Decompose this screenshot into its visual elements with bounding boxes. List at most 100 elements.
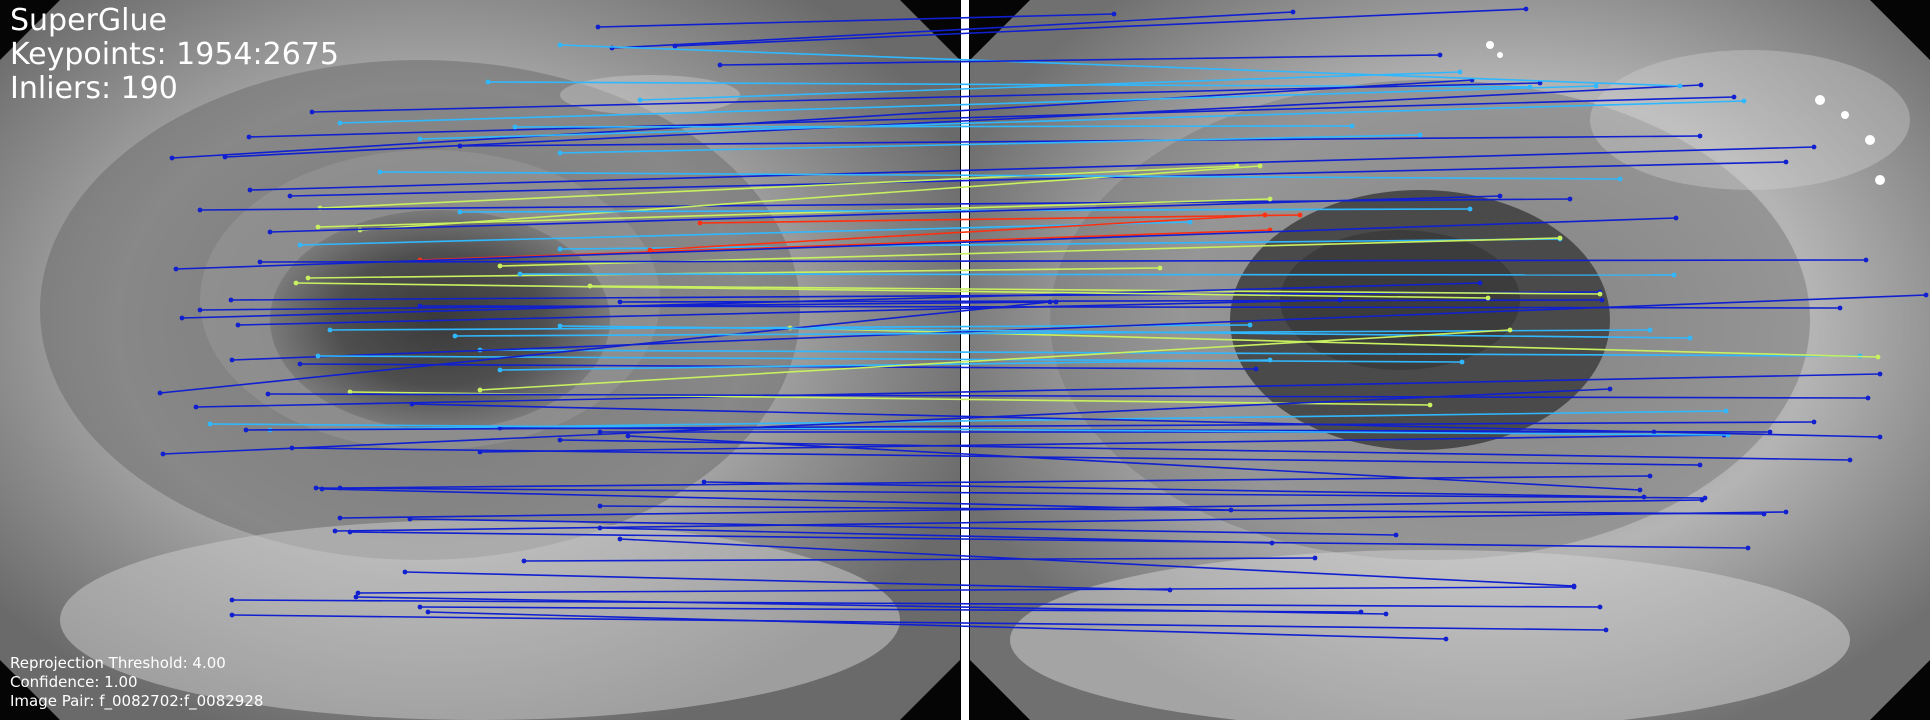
method-title: SuperGlue — [10, 3, 167, 38]
match-line — [409, 518, 1397, 536]
match-keypoint-right — [1267, 357, 1273, 363]
match-keypoint-right — [1783, 509, 1789, 515]
match-keypoint-right — [1647, 327, 1653, 333]
match-keypoint-left — [497, 263, 503, 269]
match-keypoint-right — [1507, 327, 1513, 333]
match-line — [519, 273, 1675, 276]
match-keypoint-left — [197, 307, 203, 313]
match-keypoint-left — [595, 24, 601, 30]
match-keypoint-right — [1641, 494, 1647, 500]
match-keypoint-left — [557, 42, 563, 48]
match-keypoint-left — [557, 150, 563, 156]
match-keypoint-left — [305, 275, 311, 281]
match-keypoint-left — [457, 143, 463, 149]
match-line — [224, 84, 1702, 158]
match-keypoint-left — [327, 327, 333, 333]
match-keypoint-right — [1741, 98, 1747, 104]
match-keypoint-right — [1269, 540, 1275, 546]
match-line — [699, 214, 1301, 224]
match-keypoint-right — [1312, 555, 1318, 561]
match-line — [404, 571, 1171, 591]
match-keypoint-left — [557, 323, 563, 329]
match-line — [181, 282, 1481, 319]
match-keypoint-right — [1427, 402, 1433, 408]
match-line — [231, 294, 1927, 361]
match-keypoint-right — [1607, 386, 1613, 392]
match-keypoint-right — [1875, 354, 1881, 360]
match-keypoint-right — [1383, 611, 1389, 617]
match-keypoint-left — [287, 193, 293, 199]
match-keypoint-left — [417, 303, 423, 309]
match-line — [597, 13, 1115, 28]
match-keypoint-left — [617, 299, 623, 305]
match-keypoint-right — [1671, 272, 1677, 278]
match-line — [175, 217, 1677, 270]
match-keypoint-left — [243, 427, 249, 433]
match-keypoint-left — [701, 479, 707, 485]
match-line — [162, 388, 1611, 455]
match-keypoint-left — [377, 169, 383, 175]
match-keypoint-left — [229, 357, 235, 363]
match-keypoint-right — [1677, 83, 1683, 89]
match-keypoint-left — [265, 391, 271, 397]
match-keypoint-left — [157, 390, 163, 396]
match-keypoint-right — [1617, 176, 1623, 182]
match-keypoint-left — [228, 297, 234, 303]
match-keypoint-right — [1811, 144, 1817, 150]
match-line — [289, 161, 1787, 197]
match-keypoint-left — [193, 404, 199, 410]
match-keypoint-left — [355, 590, 361, 596]
match-keypoint-left — [557, 437, 563, 443]
match-keypoint-right — [1557, 235, 1563, 241]
match-keypoint-right — [1537, 80, 1543, 86]
match-line — [479, 434, 1725, 453]
match-line — [245, 421, 1815, 431]
match-keypoint-right — [1337, 297, 1343, 303]
match-line — [334, 511, 1787, 532]
match-keypoint-right — [1457, 69, 1463, 75]
match-keypoint-right — [1443, 636, 1449, 642]
match-keypoint-right — [1637, 487, 1643, 493]
match-line — [259, 259, 1867, 263]
match-line — [427, 611, 1447, 640]
match-keypoint-right — [1723, 408, 1729, 414]
match-keypoint-left — [557, 246, 563, 252]
match-line — [267, 393, 1869, 399]
match-keypoint-right — [1597, 604, 1603, 610]
match-keypoint-left — [521, 558, 527, 564]
match-keypoint-right — [1262, 212, 1268, 218]
match-keypoint-left — [197, 207, 203, 213]
match-keypoint-left — [313, 485, 319, 491]
match-line — [459, 135, 1701, 147]
match-keypoint-left — [179, 315, 185, 321]
confidence-value: Confidence: 1.00 — [10, 673, 138, 691]
match-lines — [157, 6, 1929, 642]
match-keypoint-left — [347, 529, 353, 535]
match-line — [589, 285, 1601, 295]
match-keypoint-right — [1297, 212, 1303, 218]
match-keypoint-right — [1865, 395, 1871, 401]
match-keypoint-left — [417, 136, 423, 142]
match-keypoint-left — [207, 421, 213, 427]
match-line — [514, 125, 1353, 128]
keypoints-count: Keypoints: 1954:2675 — [10, 37, 339, 72]
match-keypoint-left — [697, 220, 703, 226]
match-keypoint-left — [457, 209, 463, 215]
match-keypoint-right — [1157, 265, 1163, 271]
match-keypoint-right — [1047, 299, 1053, 305]
match-keypoint-right — [1811, 419, 1817, 425]
match-keypoint-right — [1837, 305, 1843, 311]
match-line — [619, 538, 1575, 587]
match-keypoint-left — [672, 43, 678, 49]
match-keypoint-right — [1437, 52, 1443, 58]
image-pair-label: Image Pair: f_0082702:f_0082928 — [10, 692, 264, 710]
match-line — [559, 44, 1681, 87]
match-keypoint-right — [1485, 295, 1491, 301]
match-line — [237, 299, 1341, 326]
match-keypoint-right — [1571, 584, 1577, 590]
match-keypoint-left — [247, 187, 253, 193]
match-keypoint-right — [1599, 297, 1605, 303]
match-keypoint-right — [1673, 215, 1679, 221]
match-keypoint-left — [297, 361, 303, 367]
